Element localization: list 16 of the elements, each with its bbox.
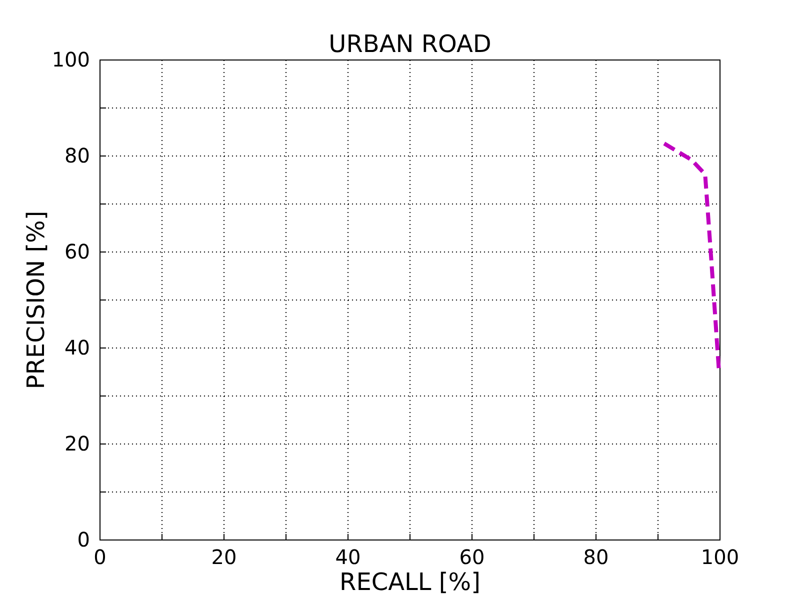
y-tick-label: 60 [64,239,90,264]
x-tick-label: 100 [700,545,740,570]
chart-title: URBAN ROAD [328,30,492,58]
line-series [662,142,721,370]
x-axis-title: RECALL [%] [340,568,480,596]
x-tick-label: 60 [459,545,485,570]
y-tick-label: 20 [64,431,90,456]
x-tick-label: 80 [583,545,609,570]
y-tick-label: 80 [64,143,90,168]
y-tick-label: 0 [77,527,90,552]
y-axis-title: PRECISION [%] [22,210,50,390]
y-tick-label: 40 [64,335,90,360]
x-tick-label: 20 [211,545,237,570]
x-tick-label: 0 [94,545,106,570]
y-tick-label: 100 [52,47,90,72]
x-tick-label: 40 [335,545,361,570]
